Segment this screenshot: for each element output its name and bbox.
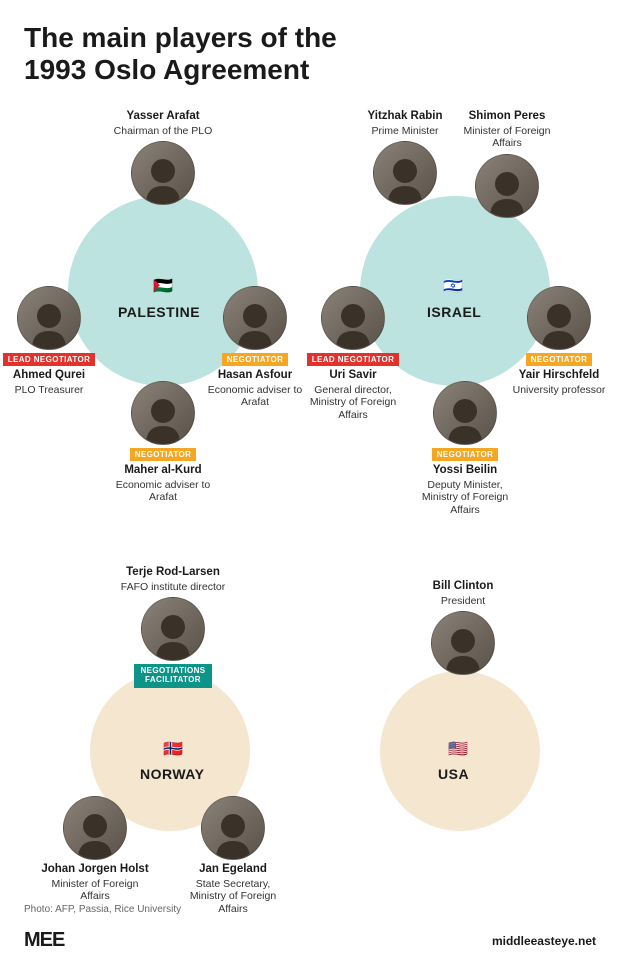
person-role: FAFO institute director — [118, 581, 228, 594]
person-role: Minister of Foreign Affairs — [452, 125, 562, 150]
badge-lead: LEAD NEGOTIATOR — [307, 353, 400, 366]
person-role: Chairman of the PLO — [108, 125, 218, 138]
person-role: PLO Treasurer — [0, 384, 104, 397]
avatar — [475, 154, 539, 218]
label-israel: ISRAEL — [427, 304, 481, 320]
person-name: Yitzhak Rabin — [350, 110, 460, 123]
avatar — [131, 141, 195, 205]
person-arafat: Yasser Arafat Chairman of the PLO — [108, 110, 218, 208]
page-title: The main players of the 1993 Oslo Agreem… — [0, 0, 620, 86]
badge-negotiator: NEGOTIATOR — [130, 448, 197, 461]
person-peres: Shimon Peres Minister of Foreign Affairs — [452, 110, 562, 220]
badge-negotiator: NEGOTIATOR — [222, 353, 289, 366]
person-name: Bill Clinton — [408, 580, 518, 593]
publisher-logo: MEE — [24, 929, 64, 952]
person-larsen: Terje Rod-Larsen FAFO institute director… — [118, 566, 228, 690]
site-url: middleeasteye.net — [492, 934, 596, 948]
flag-palestine: 🇵🇸 — [148, 276, 178, 296]
person-name: Yasser Arafat — [108, 110, 218, 123]
footer: Photo: AFP, Passia, Rice University MEE … — [0, 894, 620, 970]
person-name: Johan Jorgen Holst — [40, 863, 150, 876]
avatar — [223, 286, 287, 350]
person-role: President — [408, 595, 518, 608]
badge-negotiator: NEGOTIATOR — [432, 448, 499, 461]
label-usa: USA — [438, 766, 469, 782]
avatar — [17, 286, 81, 350]
avatar — [431, 611, 495, 675]
person-rabin: Yitzhak Rabin Prime Minister — [350, 110, 460, 208]
badge-lead: LEAD NEGOTIATOR — [3, 353, 96, 366]
person-clinton: Bill Clinton President — [408, 580, 518, 678]
title-line-2: 1993 Oslo Agreement — [24, 54, 309, 85]
person-name: Maher al-Kurd — [108, 464, 218, 477]
person-role: Prime Minister — [350, 125, 460, 138]
person-holst: Johan Jorgen Holst Minister of Foreign A… — [40, 796, 150, 902]
avatar — [527, 286, 591, 350]
flag-usa: 🇺🇸 — [443, 739, 473, 759]
avatar — [321, 286, 385, 350]
person-name: Uri Savir — [298, 369, 408, 382]
person-name: Jan Egeland — [178, 863, 288, 876]
avatar — [141, 597, 205, 661]
person-name: Ahmed Qurei — [0, 369, 104, 382]
person-qurei: LEAD NEGOTIATOR Ahmed Qurei PLO Treasure… — [0, 286, 104, 396]
avatar — [373, 141, 437, 205]
person-name: Yossi Beilin — [410, 464, 520, 477]
person-hirschfeld: NEGOTIATOR Yair Hirschfeld University pr… — [504, 286, 614, 396]
avatar — [63, 796, 127, 860]
avatar — [201, 796, 265, 860]
flag-norway: 🇳🇴 — [158, 739, 188, 759]
infographic-canvas: 🇵🇸 🇮🇱 🇳🇴 🇺🇸 PALESTINE ISRAEL NORWAY USA … — [0, 86, 620, 906]
person-name: Yair Hirschfeld — [504, 369, 614, 382]
label-norway: NORWAY — [140, 766, 204, 782]
badge-negotiator: NEGOTIATOR — [526, 353, 593, 366]
person-role: University professor — [504, 384, 614, 397]
photo-credit: Photo: AFP, Passia, Rice University — [24, 904, 596, 915]
person-beilin: NEGOTIATOR Yossi Beilin Deputy Minister,… — [410, 381, 520, 516]
person-alkurd: NEGOTIATOR Maher al-Kurd Economic advise… — [108, 381, 218, 503]
person-role: Economic adviser to Arafat — [108, 479, 218, 504]
person-role: General director, Ministry of Foreign Af… — [298, 384, 408, 422]
label-palestine: PALESTINE — [118, 304, 200, 320]
title-line-1: The main players of the — [24, 22, 337, 53]
badge-facilitator: NEGOTIATIONS FACILITATOR — [134, 664, 211, 688]
avatar — [433, 381, 497, 445]
person-name: Shimon Peres — [452, 110, 562, 123]
person-name: Terje Rod-Larsen — [118, 566, 228, 579]
flag-israel: 🇮🇱 — [438, 276, 468, 296]
avatar — [131, 381, 195, 445]
person-role: Deputy Minister, Ministry of Foreign Aff… — [410, 479, 520, 517]
person-savir: LEAD NEGOTIATOR Uri Savir General direct… — [298, 286, 408, 421]
